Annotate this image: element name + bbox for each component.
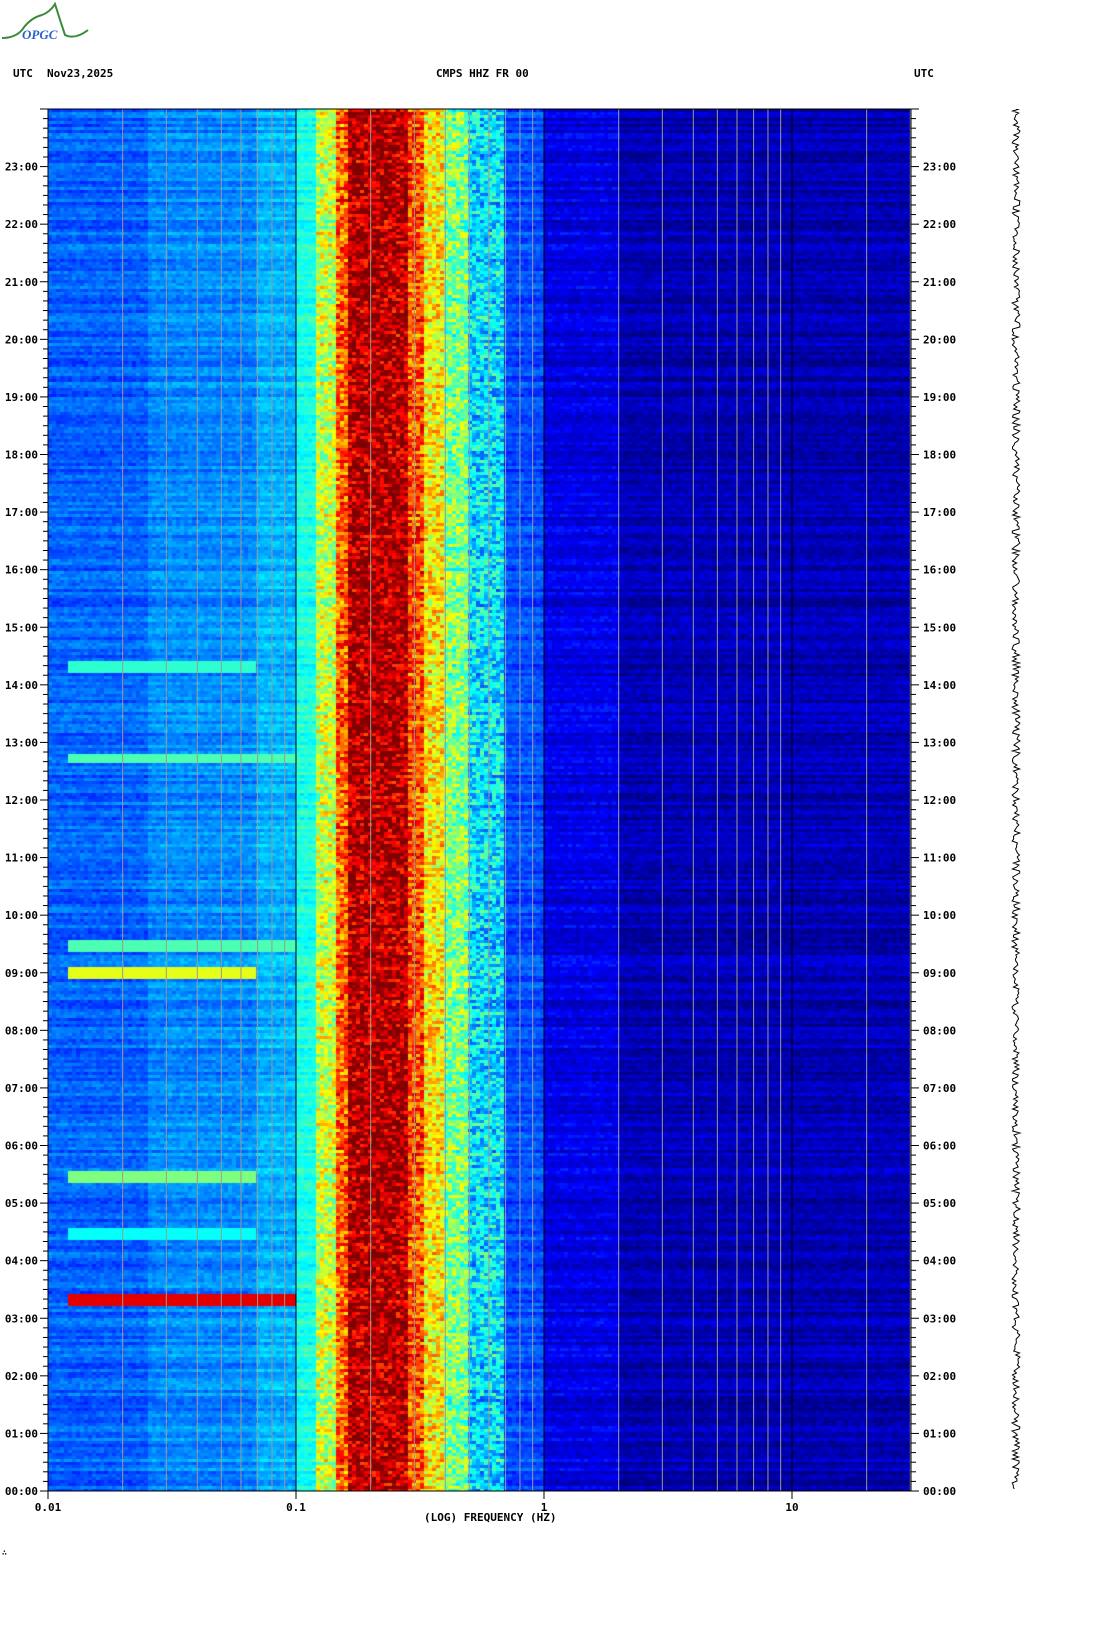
trace-line — [1010, 109, 1022, 1490]
y-tick-label-right: 15:00 — [923, 621, 956, 634]
y-tick-label-left: 20:00 — [5, 333, 38, 346]
x-tick-label: 0.1 — [286, 1501, 306, 1514]
y-tick-label-left: 13:00 — [5, 736, 38, 749]
y-tick-label-left: 16:00 — [5, 564, 38, 577]
x-tick-label: 0.01 — [35, 1501, 62, 1514]
y-tick-label-left: 17:00 — [5, 506, 38, 519]
y-tick-label-right: 00:00 — [923, 1485, 956, 1498]
y-tick-label-left: 03:00 — [5, 1312, 38, 1325]
y-tick-label-right: 19:00 — [923, 391, 956, 404]
y-tick-label-right: 09:00 — [923, 967, 956, 980]
y-tick-label-right: 23:00 — [923, 161, 956, 174]
y-tick-label-right: 02:00 — [923, 1370, 956, 1383]
x-axis-label: (LOG) FREQUENCY (HZ) — [424, 1511, 557, 1524]
y-tick-label-left: 05:00 — [5, 1197, 38, 1210]
opgc-logo: OPGC — [1, 1, 89, 42]
y-tick-label-left: 18:00 — [5, 449, 38, 462]
y-tick-label-right: 07:00 — [923, 1082, 956, 1095]
y-tick-label-left: 04:00 — [5, 1255, 38, 1268]
y-tick-label-right: 17:00 — [923, 506, 956, 519]
seismogram-trace — [1010, 109, 1022, 1490]
y-tick-label-left: 23:00 — [5, 161, 38, 174]
y-tick-label-left: 22:00 — [5, 218, 38, 231]
plot-frame — [47, 108, 912, 1492]
footer-mark: ∴ — [2, 1548, 7, 1557]
y-tick-label-right: 08:00 — [923, 1024, 956, 1037]
date-label: Nov23,2025 — [47, 67, 114, 80]
utc-label-right: UTC — [914, 67, 934, 80]
y-tick-label-left: 11:00 — [5, 852, 38, 865]
station-title: CMPS HHZ FR 00 — [436, 67, 529, 80]
y-tick-label-left: 01:00 — [5, 1427, 38, 1440]
y-tick-label-right: 21:00 — [923, 276, 956, 289]
y-tick-label-right: 18:00 — [923, 449, 956, 462]
svg-text:OPGC: OPGC — [22, 27, 58, 42]
y-tick-label-left: 10:00 — [5, 909, 38, 922]
y-tick-label-right: 22:00 — [923, 218, 956, 231]
x-tick-label: 10 — [785, 1501, 798, 1514]
y-tick-label-left: 15:00 — [5, 621, 38, 634]
y-tick-label-right: 04:00 — [923, 1255, 956, 1268]
y-tick-label-left: 00:00 — [5, 1485, 38, 1498]
y-tick-label-left: 02:00 — [5, 1370, 38, 1383]
y-tick-label-left: 06:00 — [5, 1140, 38, 1153]
y-tick-label-left: 21:00 — [5, 276, 38, 289]
y-tick-label-right: 10:00 — [923, 909, 956, 922]
y-tick-label-right: 01:00 — [923, 1427, 956, 1440]
y-tick-label-left: 09:00 — [5, 967, 38, 980]
y-tick-label-right: 06:00 — [923, 1140, 956, 1153]
y-tick-label-left: 07:00 — [5, 1082, 38, 1095]
y-tick-label-right: 11:00 — [923, 852, 956, 865]
y-tick-label-left: 12:00 — [5, 794, 38, 807]
y-tick-label-right: 13:00 — [923, 736, 956, 749]
y-tick-label-left: 08:00 — [5, 1024, 38, 1037]
utc-label-left: UTC — [13, 67, 33, 80]
y-tick-label-left: 14:00 — [5, 679, 38, 692]
y-tick-label-right: 03:00 — [923, 1312, 956, 1325]
y-tick-label-right: 14:00 — [923, 679, 956, 692]
y-tick-label-right: 05:00 — [923, 1197, 956, 1210]
y-tick-label-right: 12:00 — [923, 794, 956, 807]
spectrogram-heatmap — [48, 109, 911, 1491]
x-tick-label: 1 — [541, 1501, 548, 1514]
y-tick-label-left: 19:00 — [5, 391, 38, 404]
y-tick-label-right: 16:00 — [923, 564, 956, 577]
y-tick-label-right: 20:00 — [923, 333, 956, 346]
